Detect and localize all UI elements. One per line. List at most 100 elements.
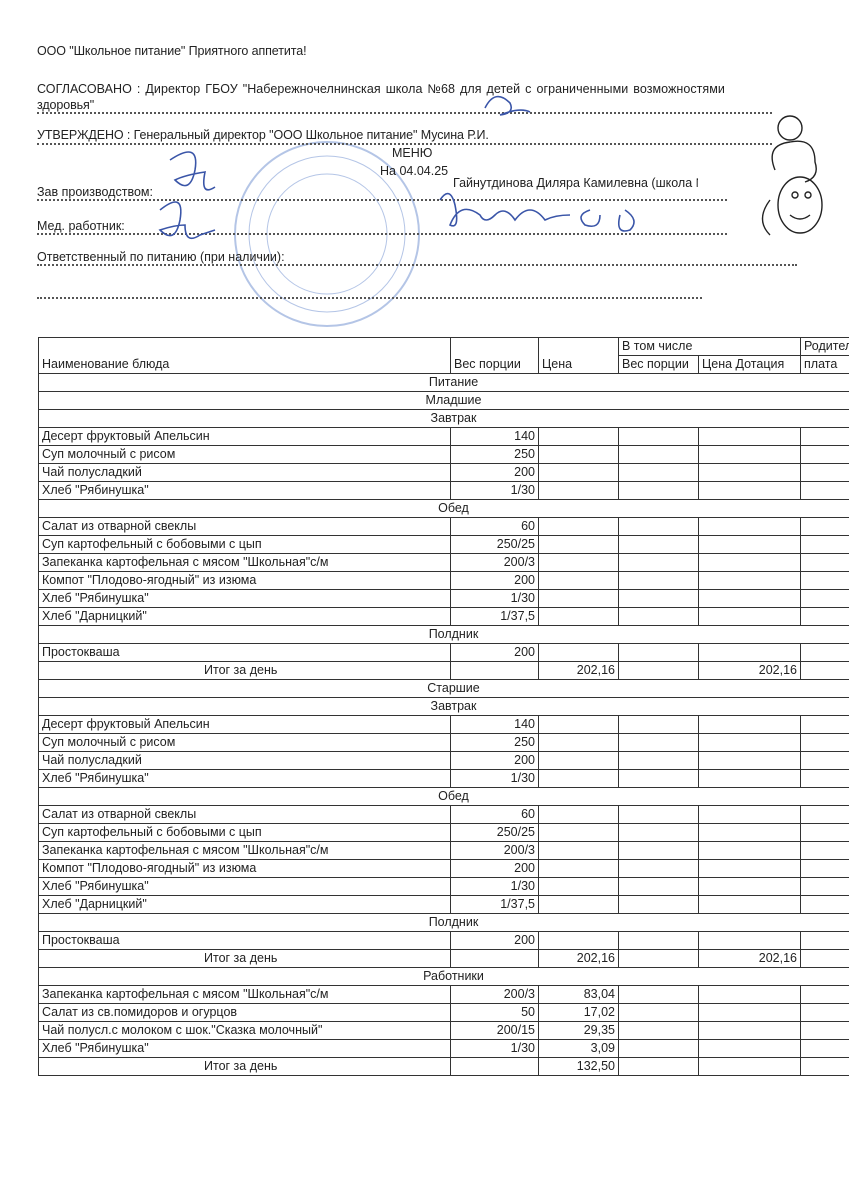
parent-fee	[800, 535, 849, 554]
table-row: Суп картофельный с бобовыми с цып 250/25	[38, 535, 849, 554]
dish-name: Хлеб "Рябинушка"	[38, 877, 451, 896]
total-price: 202,16	[538, 949, 619, 968]
sub-weight	[618, 643, 699, 662]
chef-icon	[761, 115, 823, 236]
table-row: Запеканка картофельная с мясом "Школьная…	[38, 841, 849, 860]
table-row: Простокваша 200	[38, 643, 849, 662]
section-label: Обед	[38, 787, 849, 806]
sub-weight	[618, 517, 699, 536]
subsidy-price	[698, 751, 801, 770]
table-row: Салат из отварной свеклы 60	[38, 517, 849, 536]
subsidy-price	[698, 481, 801, 500]
dish-name: Салат из отварной свеклы	[38, 517, 451, 536]
portion-weight: 140	[450, 715, 539, 734]
parent-fee	[800, 733, 849, 752]
total-subsidy: 202,16	[698, 661, 801, 680]
parent-fee	[800, 751, 849, 770]
dish-name: Простокваша	[38, 643, 451, 662]
table-row: Хлеб "Дарницкий" 1/37,5	[38, 607, 849, 626]
portion-weight: 200/3	[450, 985, 539, 1004]
parent-fee	[800, 445, 849, 464]
header-parent-1: Родител	[800, 337, 849, 356]
header-name: Наименование блюда	[38, 337, 451, 374]
dish-name: Хлеб "Рябинушка"	[38, 769, 451, 788]
dish-name: Хлеб "Рябинушка"	[38, 589, 451, 608]
section-row: Обед	[38, 787, 849, 806]
portion-weight: 1/30	[450, 1039, 539, 1058]
sub-weight	[618, 841, 699, 860]
section-row: Старшие	[38, 679, 849, 698]
subsidy-price	[698, 1039, 801, 1058]
table-row: Запеканка картофельная с мясом "Школьная…	[38, 553, 849, 572]
portion-weight: 200	[450, 751, 539, 770]
price	[538, 895, 619, 914]
section-row: Работники	[38, 967, 849, 986]
dish-name: Чай полусладкий	[38, 463, 451, 482]
dish-name: Суп молочный с рисом	[38, 445, 451, 464]
dish-name: Компот "Плодово-ягодный" из изюма	[38, 571, 451, 590]
total-row: Итог за день 202,16 202,16	[38, 661, 849, 680]
dotted-line	[37, 199, 727, 201]
subsidy-price	[698, 463, 801, 482]
total-price: 202,16	[538, 661, 619, 680]
subsidy-price	[698, 733, 801, 752]
price	[538, 769, 619, 788]
section-label: Младшие	[38, 391, 849, 410]
section-label: Старшие	[38, 679, 849, 698]
total-parent-fee	[800, 949, 849, 968]
portion-weight: 200/3	[450, 841, 539, 860]
section-label: Полдник	[38, 913, 849, 932]
subsidy-price	[698, 517, 801, 536]
table-row: Хлеб "Рябинушка" 1/30 3,09	[38, 1039, 849, 1058]
subsidy-price	[698, 931, 801, 950]
parent-fee	[800, 1003, 849, 1022]
parent-fee	[800, 859, 849, 878]
portion-weight: 200/15	[450, 1021, 539, 1040]
price	[538, 445, 619, 464]
subsidy-price	[698, 607, 801, 626]
sub-weight	[618, 535, 699, 554]
table-row: Простокваша 200	[38, 931, 849, 950]
subsidy-price	[698, 427, 801, 446]
section-row: Младшие	[38, 391, 849, 410]
table-row: Десерт фруктовый Апельсин 140	[38, 427, 849, 446]
portion-weight: 200/3	[450, 553, 539, 572]
subsidy-price	[698, 589, 801, 608]
portion-weight: 200	[450, 859, 539, 878]
production-name: Гайнутдинова Диляра Камилевна (школа №6	[453, 176, 698, 190]
price	[538, 571, 619, 590]
total-sub-weight	[618, 1057, 699, 1076]
total-weight	[450, 949, 539, 968]
price: 83,04	[538, 985, 619, 1004]
dish-name: Чай полусл.с молоком с шок."Сказка молоч…	[38, 1021, 451, 1040]
dish-name: Хлеб "Дарницкий"	[38, 895, 451, 914]
price	[538, 805, 619, 824]
table-row: Хлеб "Рябинушка" 1/30	[38, 481, 849, 500]
dish-name: Чай полусладкий	[38, 751, 451, 770]
total-subsidy	[698, 1057, 801, 1076]
sub-weight	[618, 805, 699, 824]
price	[538, 553, 619, 572]
portion-weight: 1/30	[450, 481, 539, 500]
sub-weight	[618, 589, 699, 608]
portion-weight: 1/30	[450, 877, 539, 896]
price	[538, 751, 619, 770]
subsidy-price	[698, 535, 801, 554]
table-row: Запеканка картофельная с мясом "Школьная…	[38, 985, 849, 1004]
sub-weight	[618, 715, 699, 734]
total-price: 132,50	[538, 1057, 619, 1076]
sub-weight	[618, 571, 699, 590]
price	[538, 733, 619, 752]
sub-weight	[618, 463, 699, 482]
dotted-line	[37, 143, 772, 145]
table-row: Десерт фруктовый Апельсин 140	[38, 715, 849, 734]
subsidy-price	[698, 823, 801, 842]
dish-name: Хлеб "Рябинушка"	[38, 481, 451, 500]
subsidy-price	[698, 445, 801, 464]
parent-fee	[800, 427, 849, 446]
price	[538, 481, 619, 500]
sub-weight	[618, 751, 699, 770]
price: 3,09	[538, 1039, 619, 1058]
sub-weight	[618, 823, 699, 842]
table-row: Компот "Плодово-ягодный" из изюма 200	[38, 571, 849, 590]
